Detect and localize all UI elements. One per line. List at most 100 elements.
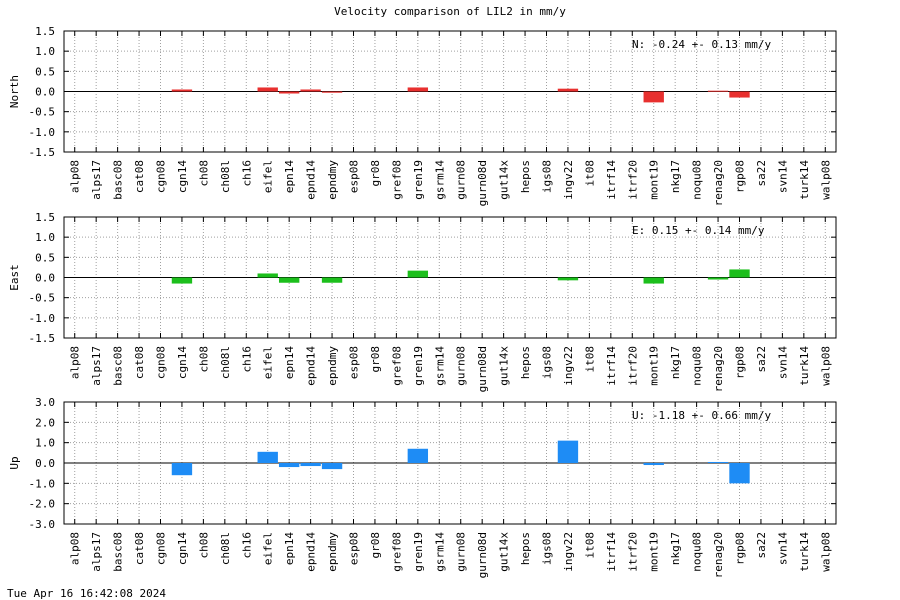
up-xtick-label: gref08 [390,532,403,572]
north-xtick-label: turk14 [798,160,811,200]
east-axis-label: East [8,264,21,291]
east-frame [63,216,837,339]
north-annotation: N: -0.24 +- 0.13 mm/y [632,38,771,51]
north-xtick-label: svn14 [776,160,789,193]
east-xtick-label: gurn08d [476,346,489,392]
north-xtick-label: walp08 [819,160,832,200]
north-xtick-label: it08 [583,160,596,187]
up-xtick-label: cgn08 [155,532,168,565]
east-bar [278,277,300,283]
north-xtick-label: gr08 [369,160,382,187]
up-xtick-label: ingv22 [562,532,575,572]
up-bar [321,463,343,470]
east-xtick-label: mont19 [648,346,661,386]
up-xtick-label: gurn08d [476,532,489,578]
north-xtick-label: ch08 [197,160,210,187]
north-xtick-label: itrf14 [605,160,618,200]
north-xtick-label: cgn14 [176,160,189,193]
up-xtick-label: epndmy [326,532,339,572]
up-xtick-label: gren19 [412,532,425,572]
east-bar [321,277,343,283]
north-axis-label: North [8,75,21,108]
east-xtick-label: igs08 [541,346,554,379]
up-xtick-label: basc08 [112,532,125,572]
up-xtick-label: gurn08 [455,532,468,572]
up-xtick-label: sa22 [755,532,768,559]
up-xtick-label: rgp08 [734,532,747,565]
north-xtick-label: eifel [262,160,275,193]
east-xtick-label: walp08 [819,346,832,386]
up-ytick-label: -1.0 [29,477,56,490]
east-bar [407,270,429,278]
up-xtick-label: ch08l [219,532,232,565]
up-xtick-label: renag20 [712,532,725,578]
east-xtick-label: itrf14 [605,346,618,386]
east-xtick-label: cgn08 [155,346,168,379]
north-xtick-label: ch16 [240,160,253,187]
north-xtick-label: ingv22 [562,160,575,200]
east-xtick-label: turk14 [798,346,811,386]
east-ytick-label: 0.0 [35,272,55,285]
north-xtick-label: cgn08 [155,160,168,193]
up-xtick-label: gr08 [369,532,382,559]
north-xtick-label: gut14x [498,160,511,200]
up-xtick-label: gut14x [498,532,511,572]
up-bar [707,461,729,463]
north-xtick-label: esp08 [348,160,361,193]
up-axis-label: Up [8,456,21,469]
east-xtick-label: gr08 [369,346,382,373]
east-xtick-label: it08 [583,346,596,373]
up-xtick-label: ch16 [240,532,253,559]
up-xtick-label: igs08 [541,532,554,565]
north-bar [278,91,300,94]
up-xtick-label: itrf20 [626,532,639,572]
east-bar [729,269,750,278]
north-xtick-label: basc08 [112,160,125,200]
north-bar [321,91,343,93]
north-xtick-label: alp08 [69,160,82,193]
north-bar [257,87,278,92]
east-ytick-label: 0.5 [35,251,55,264]
up-bar [557,440,579,463]
north-ytick-label: -0.5 [29,106,56,119]
north-ytick-label: 0.0 [35,86,55,99]
east-ytick-label: -0.5 [29,292,56,305]
up-ytick-label: -2.0 [29,498,56,511]
north-bar [300,89,321,92]
east-xtick-label: gut14x [498,346,511,386]
up-xtick-label: ch08 [197,532,210,559]
north-xtick-label: epn14 [283,160,296,193]
north-xtick-label: ch08l [219,160,232,193]
up-xtick-label: mont19 [648,532,661,572]
north-bar [643,91,664,103]
east-xtick-label: alp08 [69,346,82,379]
east-xtick-label: cgn14 [176,346,189,379]
chart-title: Velocity comparison of LIL2 in mm/y [334,5,566,18]
up-xtick-label: it08 [583,532,596,559]
up-xtick-label: svn14 [776,532,789,565]
north-xtick-label: rgp08 [734,160,747,193]
up-bar [257,451,278,463]
east-xtick-label: ingv22 [562,346,575,386]
north-xtick-label: itrf20 [626,160,639,200]
north-xtick-label: gren19 [412,160,425,200]
east-xtick-label: alps17 [90,346,103,386]
east-xtick-label: sa22 [755,346,768,373]
up-bar [643,463,664,466]
up-bar [300,463,321,467]
east-bar [257,273,278,278]
up-xtick-label: alp08 [69,532,82,565]
up-xtick-label: turk14 [798,532,811,572]
up-frame [63,401,837,525]
east-xtick-label: gurn08 [455,346,468,386]
north-xtick-label: nkg17 [669,160,682,193]
up-ytick-label: 3.0 [35,396,55,409]
east-xtick-label: ch08 [197,346,210,373]
up-xtick-label: walp08 [819,532,832,572]
up-xtick-label: cgn14 [176,532,189,565]
east-xtick-label: epnd14 [305,346,318,386]
north-xtick-label: epndmy [326,160,339,200]
north-xtick-label: sa22 [755,160,768,187]
east-xtick-label: epndmy [326,346,339,386]
